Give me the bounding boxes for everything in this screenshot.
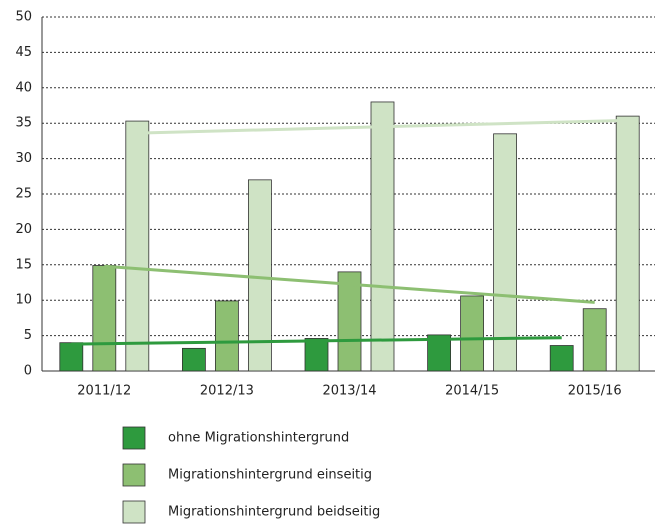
y-tick-label: 40	[15, 80, 32, 95]
bar	[214, 300, 239, 372]
y-tick-label: 50	[15, 10, 32, 25]
bar	[427, 334, 452, 372]
bar	[59, 342, 84, 372]
trend-line	[137, 118, 628, 135]
y-tick-label: 5	[24, 328, 32, 343]
y-tick-label: 35	[15, 116, 32, 131]
bar	[92, 265, 117, 372]
y-tick-label: 20	[15, 222, 32, 237]
trend-line	[104, 264, 595, 304]
trend-line	[71, 336, 562, 346]
legend-label: ohne Migrationshintergrund	[168, 431, 349, 446]
x-tick-label: 2015/16	[568, 384, 622, 399]
legend-swatch	[122, 500, 146, 524]
bar	[181, 347, 206, 372]
y-tick-label: 25	[15, 187, 32, 202]
x-tick-label: 2014/15	[445, 384, 499, 399]
bar	[304, 338, 329, 372]
bar	[370, 101, 395, 372]
bar	[582, 308, 607, 372]
legend-swatch	[122, 463, 146, 487]
legend-swatch	[122, 426, 146, 450]
y-tick-label: 10	[15, 293, 32, 308]
y-tick-label: 30	[15, 151, 32, 166]
bar	[615, 115, 640, 372]
bar	[549, 345, 574, 372]
bar	[493, 133, 518, 372]
y-tick-label: 15	[15, 257, 32, 272]
x-tick-label: 2012/13	[200, 384, 254, 399]
x-tick-label: 2011/12	[77, 384, 131, 399]
x-tick-label: 2013/14	[322, 384, 376, 399]
legend-label: Migrationshintergrund beidseitig	[168, 505, 380, 520]
y-tick-label: 0	[24, 364, 32, 379]
bar	[460, 295, 485, 372]
bar	[125, 120, 150, 372]
bar	[337, 271, 362, 372]
legend-label: Migrationshintergrund einseitig	[168, 468, 372, 483]
y-tick-label: 45	[15, 45, 32, 60]
